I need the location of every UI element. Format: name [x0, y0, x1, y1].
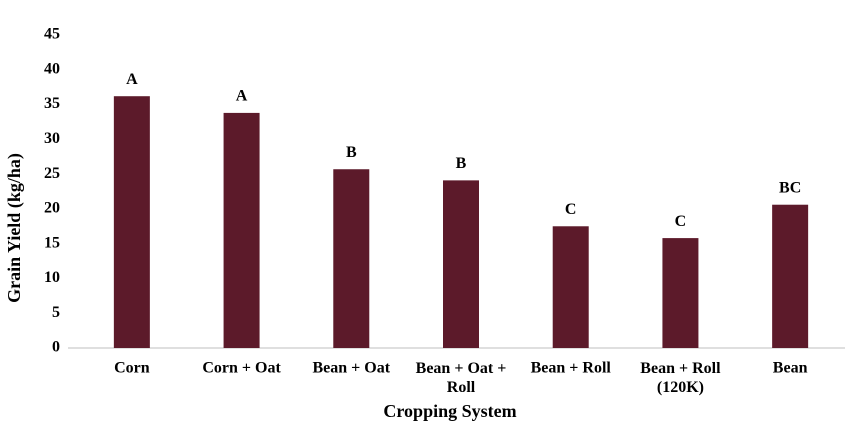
y-tick-label: 15	[44, 234, 60, 251]
significance-letter: B	[456, 155, 467, 172]
y-axis-title: Grain Yield (kg/ha)	[4, 153, 25, 303]
x-tick-label: Bean + Oat	[313, 360, 391, 377]
significance-letter: BC	[779, 179, 801, 196]
y-tick-label: 35	[44, 95, 60, 112]
significance-letter: A	[126, 71, 138, 88]
x-tick-label: Bean	[773, 360, 808, 377]
significance-letter: C	[565, 201, 577, 218]
y-tick-label: 30	[44, 130, 60, 147]
bar	[113, 96, 150, 348]
significance-letter: C	[675, 213, 687, 230]
bar	[662, 238, 699, 348]
y-tick-label: 10	[44, 269, 60, 286]
y-tick-label: 45	[44, 26, 60, 43]
significance-letter: A	[236, 88, 248, 105]
x-tick-label: Corn	[114, 360, 150, 377]
bar	[772, 204, 809, 348]
bar	[552, 226, 589, 348]
y-tick-label: 20	[44, 200, 60, 217]
x-tick-label: Corn + Oat	[202, 360, 281, 377]
x-tick-label: Bean + Roll (120K)	[640, 360, 721, 396]
bar	[443, 180, 479, 348]
y-tick-label: 40	[44, 60, 60, 77]
bar	[223, 112, 260, 348]
y-tick-label: 25	[44, 165, 60, 182]
bar	[333, 169, 370, 348]
x-tick-label: Bean + Oat + Roll	[416, 360, 507, 396]
x-axis-title: Cropping System	[383, 401, 516, 421]
significance-letter: B	[346, 144, 357, 161]
y-tick-label: 0	[52, 339, 60, 356]
y-tick-label: 5	[52, 304, 60, 321]
x-tick-label: Bean + Roll	[531, 360, 612, 377]
